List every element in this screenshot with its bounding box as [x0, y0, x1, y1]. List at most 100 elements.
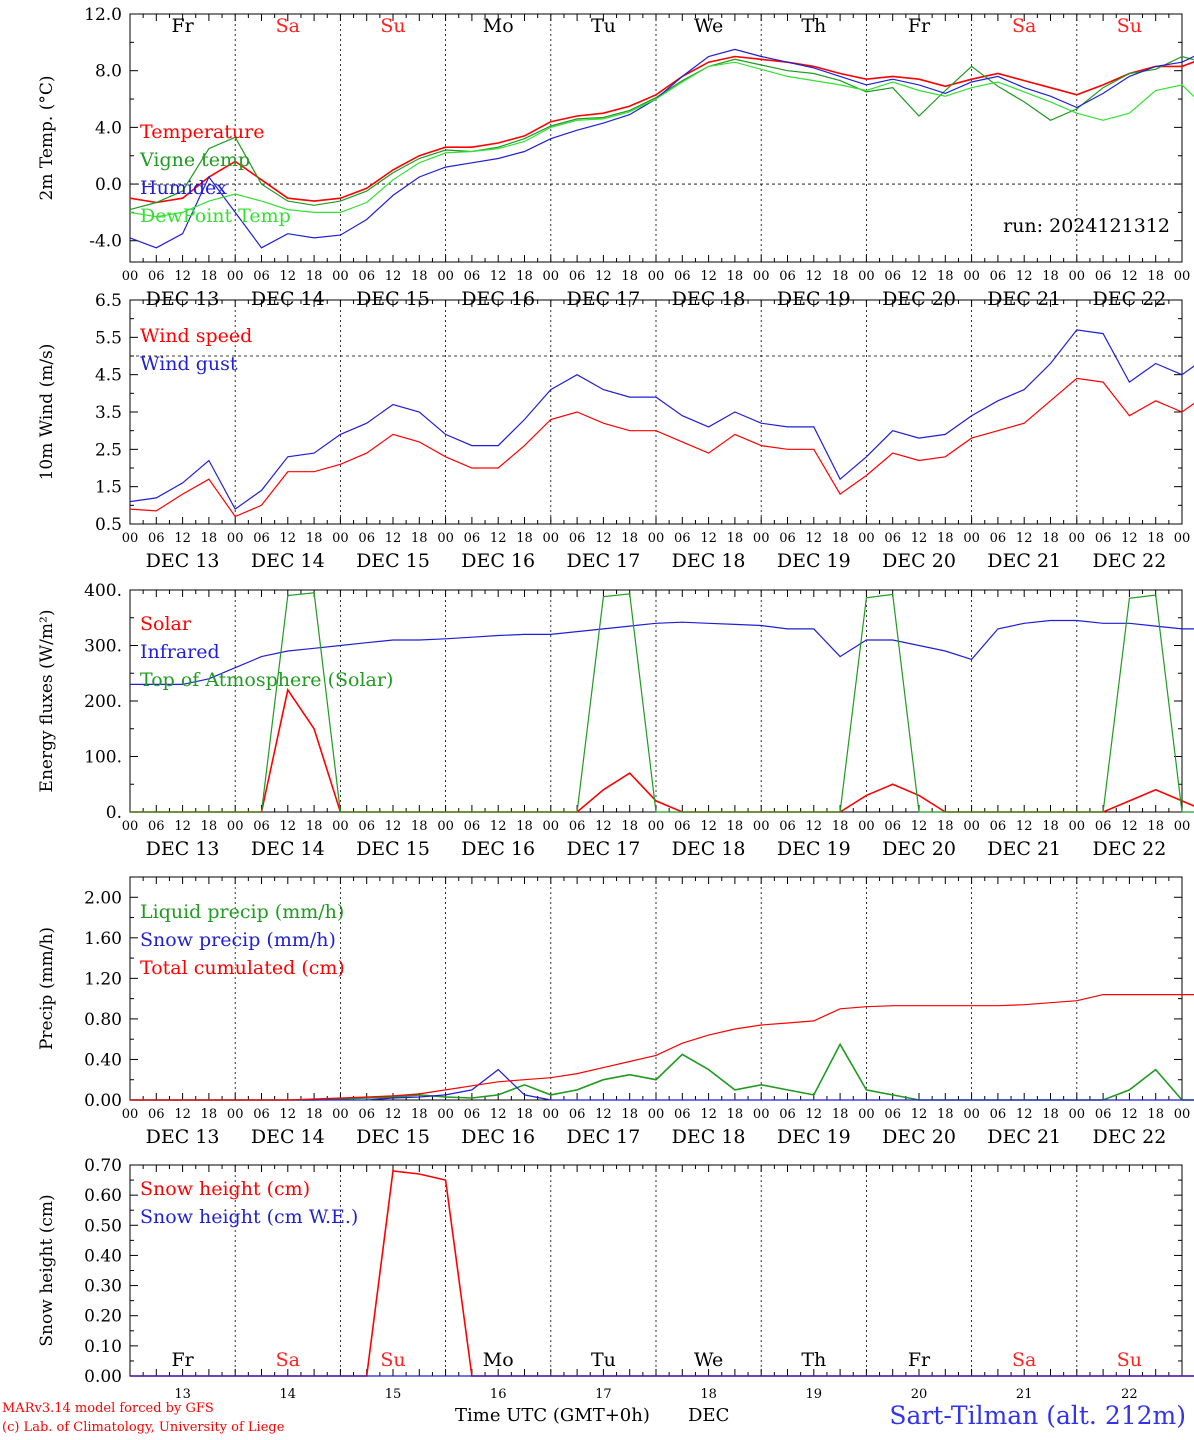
hour-label: 00 — [963, 531, 980, 546]
footer-lab-line: (c) Lab. of Climatology, University of L… — [2, 1420, 285, 1435]
y-tick-label: 2.00 — [84, 888, 122, 908]
y-tick-label: 3.5 — [95, 403, 122, 423]
hour-label: 12 — [806, 269, 823, 284]
date-label: DEC 17 — [566, 838, 640, 860]
hour-label: 00 — [543, 269, 560, 284]
series-line — [129, 329, 1194, 510]
day-number-label: 15 — [385, 1387, 402, 1402]
hour-label: 00 — [648, 531, 665, 546]
legend-entry: Vigne temp — [139, 149, 250, 171]
series-line — [129, 48, 1194, 249]
hour-label: 12 — [806, 531, 823, 546]
hour-label: 12 — [700, 1107, 717, 1122]
hour-label: 12 — [490, 531, 507, 546]
hour-label: 00 — [227, 531, 244, 546]
day-label: Tu — [591, 15, 616, 37]
date-label: DEC 19 — [777, 550, 851, 572]
y-tick-label: 300. — [84, 637, 122, 657]
footer-month-label: DEC — [688, 1405, 730, 1426]
date-label: DEC 19 — [777, 838, 851, 860]
hour-label: 06 — [253, 531, 270, 546]
hour-label: 06 — [358, 269, 375, 284]
hour-label: 12 — [280, 531, 297, 546]
hour-label: 00 — [1174, 531, 1191, 546]
y-tick-label: 8.0 — [95, 62, 122, 82]
hour-label: 00 — [963, 1107, 980, 1122]
day-number-label: 21 — [1016, 1387, 1033, 1402]
hour-label: 12 — [595, 819, 612, 834]
legend-entry: Top of Atmosphere (Solar) — [140, 669, 393, 691]
hour-label: 00 — [753, 1107, 770, 1122]
legend-entry: Snow precip (mm/h) — [140, 929, 336, 951]
y-tick-label: 0.5 — [95, 515, 122, 535]
day-label: Mo — [483, 1349, 514, 1371]
hour-label: 18 — [201, 269, 218, 284]
y-tick-label: 12.0 — [84, 5, 122, 25]
day-label: Fr — [908, 1349, 931, 1371]
hour-label: 06 — [1095, 819, 1112, 834]
hour-label: 18 — [516, 1107, 533, 1122]
hour-label: 00 — [332, 1107, 349, 1122]
day-label: Su — [1117, 1349, 1142, 1371]
y-tick-label: 400. — [84, 581, 122, 601]
day-number-label: 20 — [911, 1387, 928, 1402]
hour-label: 18 — [832, 531, 849, 546]
hour-label: 18 — [306, 1107, 323, 1122]
hour-label: 06 — [884, 269, 901, 284]
date-label: DEC 16 — [461, 288, 535, 310]
date-label: DEC 20 — [882, 288, 956, 310]
y-tick-label: 1.5 — [95, 478, 122, 498]
date-label: DEC 18 — [672, 550, 746, 572]
series-line — [129, 377, 1194, 518]
hour-label: 18 — [1042, 1107, 1059, 1122]
day-number-label: 14 — [280, 1387, 297, 1402]
y-tick-label: 1.60 — [84, 929, 122, 949]
hour-label: 18 — [727, 1107, 744, 1122]
hour-label: 00 — [753, 269, 770, 284]
hour-label: 12 — [1016, 531, 1033, 546]
day-label: Fr — [171, 1349, 194, 1371]
hour-label: 06 — [674, 531, 691, 546]
series-line — [130, 619, 1194, 686]
series-line — [130, 1068, 1194, 1101]
day-label: Sa — [276, 1349, 300, 1371]
panel-1: 12.0 8.0 4.0 0.0 -4.0 2m Temp. (°C) Temperatur… — [37, 5, 1194, 310]
hour-label: 06 — [464, 269, 481, 284]
hour-label: 00 — [122, 819, 139, 834]
hour-label: 00 — [332, 531, 349, 546]
hour-label: 06 — [464, 819, 481, 834]
y-tick-label: 4.0 — [95, 118, 122, 138]
hour-label: 12 — [1121, 1107, 1138, 1122]
hour-label: 12 — [700, 269, 717, 284]
hour-label: 06 — [358, 531, 375, 546]
hour-label: 12 — [911, 269, 928, 284]
hour-label: 18 — [1147, 819, 1164, 834]
day-label: Su — [1117, 15, 1142, 37]
hour-label: 18 — [832, 1107, 849, 1122]
hour-label: 12 — [911, 1107, 928, 1122]
day-label: We — [694, 15, 723, 37]
date-label: DEC 16 — [461, 838, 535, 860]
panel-3: 400. 300. 200. 100. 0. Energy fluxes (W/m²) So… — [37, 581, 1194, 860]
hour-label: 00 — [753, 531, 770, 546]
hour-label: 12 — [1121, 269, 1138, 284]
hour-label: 06 — [569, 269, 586, 284]
hour-label: 06 — [464, 531, 481, 546]
series-line — [129, 55, 1194, 211]
date-label: DEC 20 — [882, 550, 956, 572]
hour-label: 06 — [569, 819, 586, 834]
hour-label: 00 — [437, 531, 454, 546]
hour-label: 12 — [806, 1107, 823, 1122]
series-line — [130, 1170, 1194, 1377]
date-label: DEC 21 — [987, 838, 1061, 860]
hour-label: 12 — [174, 1107, 191, 1122]
date-label: DEC 13 — [146, 550, 220, 572]
date-label: DEC 16 — [461, 550, 535, 572]
day-label: Tu — [591, 1349, 616, 1371]
hour-label: 18 — [411, 1107, 428, 1122]
hour-label: 18 — [201, 531, 218, 546]
legend-entry: Solar — [140, 613, 192, 635]
hour-label: 12 — [174, 269, 191, 284]
hour-label: 06 — [990, 819, 1007, 834]
y-tick-label: -4.0 — [89, 232, 122, 252]
